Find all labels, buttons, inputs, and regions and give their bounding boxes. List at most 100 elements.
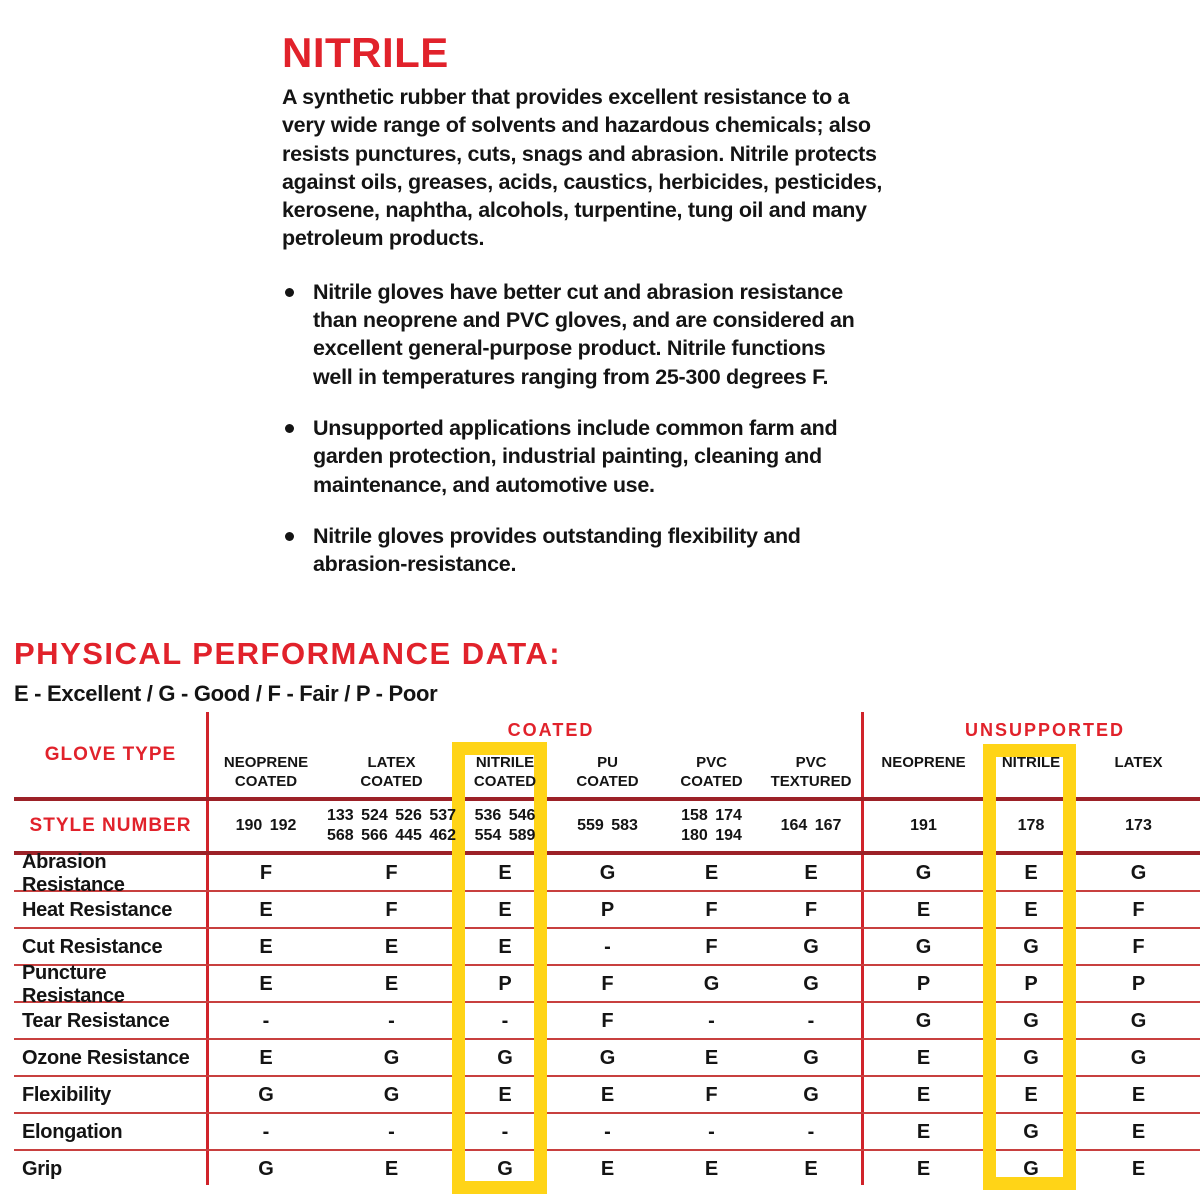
value-cell: E [916, 1121, 931, 1143]
table-vertical-rule [206, 712, 209, 1185]
value-cell: E [384, 936, 399, 958]
value-cell: E [704, 1047, 719, 1069]
value-cell: - [604, 936, 611, 958]
style-numbers-cell: 191 [910, 817, 937, 834]
value-cell: G [803, 973, 819, 995]
group-label-coated: COATED [507, 720, 595, 740]
style-number-label: STYLE NUMBER [29, 815, 192, 836]
style-numbers-cell: 190 192 [235, 817, 297, 834]
column-header: PU COATED [576, 754, 639, 790]
group-label-unsupported: UNSUPPORTED [964, 720, 1125, 740]
value-cell: G [1130, 1047, 1147, 1069]
row-label: Tear Resistance [22, 1010, 170, 1032]
value-cell: G [258, 1158, 274, 1180]
bullet-item: Nitrile gloves have better cut and abras… [282, 278, 934, 391]
value-cell: - [262, 1121, 270, 1143]
column-header: LATEX [1114, 754, 1163, 771]
style-numbers-cell: 559 583 [577, 817, 638, 834]
value-cell: E [498, 899, 512, 921]
highlight-box-nitrile-coated [452, 742, 547, 1194]
value-cell: E [498, 936, 512, 958]
row-label: Ozone Resistance [22, 1047, 190, 1069]
value-cell: F [705, 1084, 718, 1106]
value-cell: G [703, 973, 720, 995]
value-cell: E [1131, 1121, 1146, 1143]
value-cell: G [915, 862, 932, 884]
bullet-item: Nitrile gloves provides outstanding flex… [282, 522, 934, 579]
table-row-rule [14, 1075, 1200, 1077]
style-numbers-cell: 173 [1125, 817, 1152, 834]
table-vertical-rule [861, 712, 864, 1185]
value-cell: E [259, 1047, 273, 1069]
page-title: NITRILE [282, 29, 449, 76]
value-cell: G [1023, 1121, 1039, 1143]
value-cell: E [704, 862, 719, 884]
value-cell: P [916, 973, 931, 995]
value-cell: G [1023, 936, 1039, 958]
row-label: Flexibility [22, 1084, 111, 1106]
value-cell: E [804, 1158, 818, 1180]
value-cell: F [1132, 899, 1145, 921]
glove-type-label: GLOVE TYPE [44, 743, 177, 765]
row-label: Puncture Resistance [22, 961, 125, 1007]
value-cell: F [385, 899, 398, 921]
value-cell: E [384, 973, 399, 995]
value-cell: E [259, 899, 273, 921]
value-cell: - [388, 1010, 395, 1032]
value-cell: E [916, 1084, 931, 1106]
value-cell: P [498, 973, 512, 995]
style-numbers-cell: 164 167 [780, 817, 842, 834]
value-cell: - [262, 1010, 270, 1032]
row-label: Grip [22, 1158, 62, 1180]
value-cell: - [807, 1010, 815, 1032]
value-cell: E [1131, 1158, 1146, 1180]
table-thick-rule [14, 797, 1200, 801]
value-cell: G [1130, 1010, 1147, 1032]
value-cell: E [916, 1158, 931, 1180]
table-row-rule [14, 1038, 1200, 1040]
value-cell: E [600, 1158, 615, 1180]
highlight-box-nitrile-unsupported [983, 744, 1076, 1190]
value-cell: G [383, 1084, 400, 1106]
value-cell: E [804, 862, 818, 884]
value-cell: G [1023, 1158, 1039, 1180]
bullet-item: Unsupported applications include common … [282, 414, 934, 499]
row-label: Abrasion Resistance [22, 850, 125, 896]
value-cell: - [708, 1121, 715, 1143]
value-cell: E [1024, 899, 1038, 921]
value-cell: E [916, 1047, 931, 1069]
column-header: NEOPRENE [881, 754, 966, 771]
performance-table: COATED UNSUPPORTED GLOVE TYPE NEOPRENE CO… [14, 712, 1200, 1188]
value-cell: E [259, 973, 273, 995]
value-cell: F [385, 862, 398, 884]
value-cell: G [497, 1047, 513, 1069]
value-cell: G [803, 1047, 819, 1069]
performance-heading: PHYSICAL PERFORMANCE DATA: [14, 636, 562, 671]
row-label: Elongation [22, 1121, 123, 1143]
value-cell: E [1024, 1084, 1038, 1106]
value-cell: F [1132, 936, 1145, 958]
performance-grid: GLOVE TYPE NEOPRENE COATED LATEX COATED NIT… [14, 712, 1200, 1188]
row-label: Cut Resistance [22, 936, 163, 958]
table-row-rule [14, 964, 1200, 966]
column-header: NITRILE [1001, 754, 1061, 771]
value-cell: F [804, 899, 818, 921]
value-cell: G [915, 1010, 932, 1032]
value-cell: P [600, 899, 615, 921]
value-cell: G [1130, 862, 1147, 884]
value-cell: - [604, 1121, 611, 1143]
value-cell: - [388, 1121, 395, 1143]
table-row-rule [14, 1112, 1200, 1114]
column-header: LATEX COATED [360, 754, 423, 790]
value-cell: G [1023, 1047, 1039, 1069]
value-cell: E [498, 1084, 512, 1106]
value-cell: G [915, 936, 932, 958]
value-cell: G [803, 1084, 819, 1106]
value-cell: - [807, 1121, 815, 1143]
value-cell: E [1131, 1084, 1146, 1106]
performance-legend: E - Excellent / G - Good / F - Fair / P … [14, 681, 438, 706]
value-cell: E [384, 1158, 399, 1180]
column-header: PVC TEXTURED [770, 754, 852, 790]
column-header: NITRILE COATED [473, 754, 537, 790]
value-cell: G [599, 1047, 616, 1069]
